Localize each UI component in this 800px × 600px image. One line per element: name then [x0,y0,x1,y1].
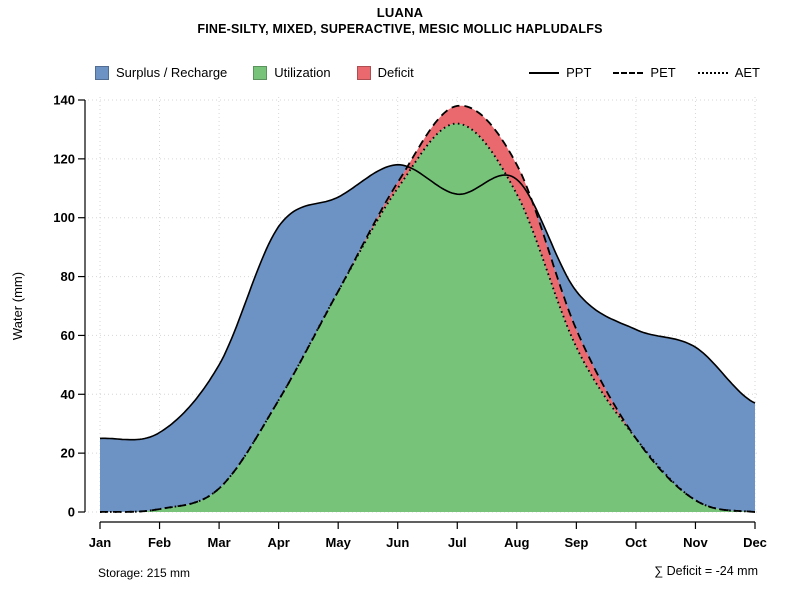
aet-line-sample-icon [697,71,728,74]
y-tick-label: 120 [53,151,75,166]
legend-item-utilization: Utilization [253,65,331,80]
y-tick-label: 20 [61,446,75,461]
pet-line-sample-icon [613,71,644,74]
y-tick-label: 80 [61,269,75,284]
legend-item-surplus: Surplus / Recharge [95,65,227,80]
x-tick-label: Jul [448,535,467,550]
y-axis-title: Water (mm) [10,272,25,340]
x-tick-label: Apr [267,535,289,550]
legend-item-deficit: Deficit [356,65,414,80]
legend-item-aet: AET [697,65,760,80]
utilization-swatch-icon [253,65,268,80]
chart-subtitle: FINE-SILTY, MIXED, SUPERACTIVE, MESIC MO… [197,22,603,36]
x-tick-label: Jan [89,535,111,550]
x-tick-label: Sep [564,535,588,550]
pet-line [99,104,756,513]
y-tick-label: 40 [61,387,75,402]
legend-label-aet: AET [734,65,760,80]
utilization-area [100,123,755,512]
legend-line-group: PPT PET AET [529,65,760,80]
deficit-swatch-icon [356,65,371,80]
x-tick-label: May [326,535,352,550]
y-tick-label: 100 [53,210,75,225]
deficit-sum-annotation: ∑ Deficit = -24 mm [654,564,758,578]
surplus-swatch-icon [95,65,109,80]
storage-annotation: Storage: 215 mm [98,566,191,580]
x-tick-label: Aug [504,535,529,550]
surplus-area [100,105,755,512]
legend-label-pet: PET [650,65,676,80]
y-tick-label: 60 [61,328,75,343]
chart-title: LUANA [376,5,424,20]
ppt-line [99,163,756,441]
y-tick-label: 140 [53,93,75,108]
ppt-line-sample-icon [529,71,560,74]
legend-item-ppt: PPT [529,65,591,80]
x-tick-label: Feb [148,535,171,550]
x-tick-label: Oct [625,535,647,550]
legend-area-group: Surplus / Recharge Utilization Deficit [95,65,414,80]
x-tick-label: Jun [386,535,409,550]
legend-label-ppt: PPT [566,65,592,80]
legend: Surplus / Recharge Utilization Deficit P… [95,65,760,80]
legend-label-deficit: Deficit [377,65,414,80]
legend-item-pet: PET [613,65,676,80]
x-tick-label: Dec [743,535,767,550]
legend-label-surplus: Surplus / Recharge [116,65,228,80]
legend-label-utilization: Utilization [274,65,331,80]
y-tick-label: 0 [68,505,75,520]
x-tick-label: Nov [683,535,708,550]
x-tick-label: Mar [208,535,231,550]
